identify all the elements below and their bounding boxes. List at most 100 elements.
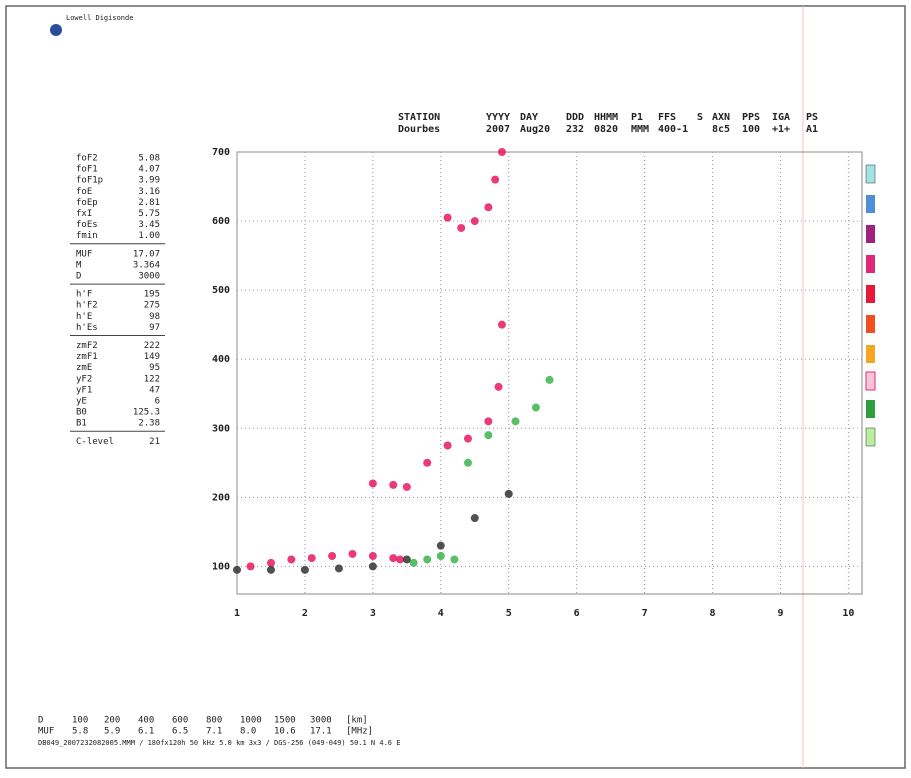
echo-point — [470, 514, 479, 523]
station-value: 0820 — [594, 124, 618, 135]
bottom-cell: 5.8 — [72, 727, 88, 737]
echo-point — [511, 417, 520, 426]
param-name: M — [76, 260, 82, 270]
echo-point — [484, 417, 493, 426]
param-value: 125.3 — [133, 408, 160, 418]
bottom-cell: 200 — [104, 716, 120, 726]
param-value: 3.364 — [133, 260, 160, 270]
y-tick-label: 700 — [212, 147, 230, 158]
echo-point — [368, 552, 377, 561]
echo-point — [423, 458, 432, 467]
footer: DB049_2007232082005.MMM / 180fx120h 50 k… — [38, 739, 400, 747]
station-label: DAY — [520, 112, 538, 123]
param-name: D — [76, 272, 81, 282]
y-tick-label: 100 — [212, 561, 230, 572]
param-value: 3.16 — [138, 187, 160, 197]
echo-point — [531, 403, 540, 412]
param-name: yF1 — [76, 385, 92, 395]
bottom-cell: 8.0 — [240, 727, 256, 737]
station-value: A1 — [806, 124, 818, 135]
param-value: 17.07 — [133, 249, 160, 259]
echo-point — [389, 554, 398, 563]
param-name: h'F — [76, 290, 92, 300]
bottom-cell: 400 — [138, 716, 154, 726]
param-value: 1.00 — [138, 231, 160, 241]
bottom-cell: MUF — [38, 727, 54, 737]
bottom-cell: 6.5 — [172, 727, 188, 737]
echo-point — [266, 558, 275, 567]
param-name: h'E — [76, 312, 92, 322]
station-label: DDD — [566, 112, 584, 123]
echo-point — [443, 441, 452, 450]
param-name: fmin — [76, 231, 98, 241]
bottom-cell: [km] — [346, 716, 368, 726]
station-label: S — [697, 112, 703, 123]
echo-point — [436, 552, 445, 561]
x-tick-label: 9 — [777, 608, 783, 619]
station-value: 100 — [742, 124, 760, 135]
echo-point — [450, 555, 459, 564]
y-tick-label: 500 — [212, 285, 230, 296]
station-label: STATION — [398, 112, 440, 123]
x-tick-label: 8 — [710, 608, 716, 619]
echo-point — [491, 175, 500, 184]
echo-point — [402, 555, 411, 564]
station-label: YYYY — [486, 112, 510, 123]
param-name: zmE — [76, 363, 92, 373]
param-value: 222 — [144, 341, 160, 351]
bottom-cell: 1000 — [240, 716, 262, 726]
param-name: foEp — [76, 198, 98, 208]
param-name: zmF1 — [76, 352, 98, 362]
station-label: PS — [806, 112, 818, 123]
param-value: 4.07 — [138, 165, 160, 175]
param-name: MUF — [76, 249, 92, 259]
station-label: HHMM — [594, 112, 618, 123]
y-tick-label: 400 — [212, 354, 230, 365]
param-value: 5.75 — [138, 209, 160, 219]
param-value: 149 — [144, 352, 160, 362]
echo-point — [484, 203, 493, 212]
param-value: 2.38 — [138, 419, 160, 429]
bottom-cell: 3000 — [310, 716, 332, 726]
echo-point — [334, 564, 343, 573]
bottom-cell: 800 — [206, 716, 222, 726]
echo-point — [300, 565, 309, 574]
station-value: 8c5 — [712, 124, 730, 135]
x-tick-label: 2 — [302, 608, 308, 619]
echo-point — [389, 480, 398, 489]
station-value: MMM — [631, 124, 649, 135]
station-value: +1+ — [772, 124, 790, 135]
x-tick-label: 4 — [438, 608, 444, 619]
param-name: foF1 — [76, 165, 98, 175]
echo-point — [423, 555, 432, 564]
station-value: Aug20 — [520, 124, 550, 135]
bottom-cell: 17.1 — [310, 727, 332, 737]
station-label: P1 — [631, 112, 643, 123]
param-name: fxI — [76, 209, 92, 219]
echo-point — [545, 375, 554, 384]
echo-point — [436, 541, 445, 550]
x-tick-label: 1 — [234, 608, 240, 619]
echo-point — [328, 552, 337, 561]
echo-point — [348, 549, 357, 558]
echo-point — [504, 489, 513, 498]
bottom-cell: 6.1 — [138, 727, 154, 737]
echo-point — [266, 565, 275, 574]
param-value: 195 — [144, 290, 160, 300]
param-name: C-level — [76, 437, 114, 447]
station-value: 2007 — [486, 124, 510, 135]
echo-point — [246, 562, 255, 571]
station-value: Dourbes — [398, 124, 440, 135]
param-value: 3000 — [138, 272, 160, 282]
echo-point — [463, 458, 472, 467]
echo-point — [494, 382, 503, 391]
bottom-cell: 10.6 — [274, 727, 296, 737]
param-name: h'Es — [76, 323, 98, 333]
param-value: 47 — [149, 385, 160, 395]
bottom-cell: 100 — [72, 716, 88, 726]
bottom-cell: 7.1 — [206, 727, 222, 737]
echo-point — [368, 479, 377, 488]
x-tick-label: 7 — [642, 608, 648, 619]
bottom-cell: [MHz] — [346, 727, 373, 737]
